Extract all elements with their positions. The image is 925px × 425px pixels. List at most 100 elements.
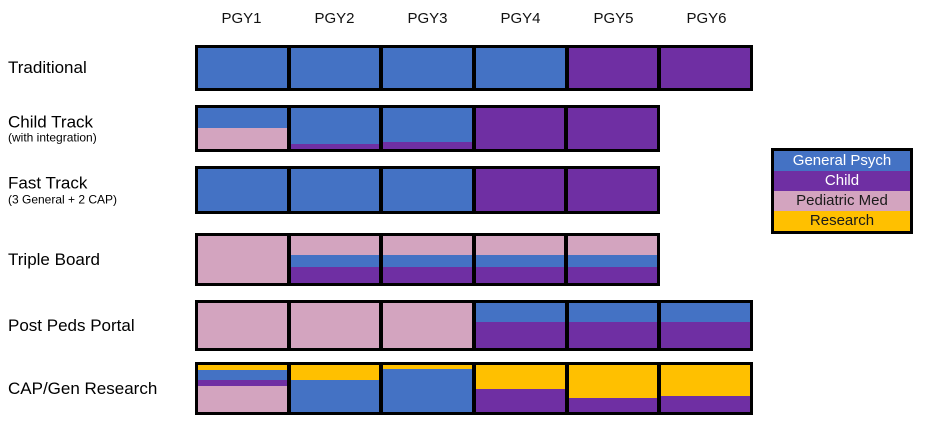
bar-stripe-child (383, 142, 472, 149)
bar-stripe-pediatric_med (568, 236, 657, 256)
bar-segment (198, 236, 287, 283)
bar-stripe-general_psych (290, 169, 380, 211)
track-bar (195, 166, 660, 214)
legend-item-research: Research (774, 211, 910, 231)
track-label: Traditional (8, 58, 87, 78)
track-bar (195, 105, 660, 152)
bar-stripe-child (568, 169, 657, 211)
bar-stripe-general_psych (383, 48, 473, 88)
legend-item-pediatric_med: Pediatric Med (774, 191, 910, 211)
column-header: PGY5 (593, 10, 634, 27)
track-label-box: Traditional (8, 58, 87, 78)
bar-stripe-child (475, 267, 565, 283)
bar-segment (476, 48, 565, 88)
bar-stripe-pediatric_med (475, 236, 565, 256)
bar-stripe-general_psych (198, 48, 287, 88)
bar-segment (290, 48, 380, 88)
track-label-box: CAP/Gen Research (8, 379, 157, 399)
track-label: Post Peds Portal (8, 315, 135, 335)
bar-stripe-child (568, 397, 658, 412)
bar-stripe-general_psych (198, 370, 287, 381)
bar-stripe-general_psych (198, 169, 287, 211)
bar-segment (475, 236, 565, 283)
bar-stripe-general_psych (475, 255, 565, 268)
bar-stripe-child (661, 48, 751, 88)
legend: General Psych Child Pediatric Med Research (771, 148, 913, 234)
bar-stripe-general_psych (290, 380, 380, 412)
bar-stripe-general_psych (383, 255, 472, 268)
bar-stripe-pediatric_med (383, 236, 472, 256)
bar-segment (198, 365, 287, 412)
track-label-box: Child Track (with integration) (8, 112, 97, 145)
track-label-box: Triple Board (8, 250, 100, 270)
bar-stripe-pediatric_med (383, 303, 473, 348)
bar-stripe-child (661, 322, 751, 348)
column-header: PGY3 (407, 10, 448, 27)
bar-stripe-child (568, 322, 658, 348)
bar-segment (476, 303, 565, 348)
track-sublabel: (with integration) (8, 130, 97, 145)
bar-stripe-research (198, 365, 287, 371)
bar-segment (568, 365, 658, 412)
bar-segment (383, 303, 473, 348)
bar-stripe-research (476, 365, 565, 390)
track-label: Fast Track (8, 173, 88, 193)
bar-stripe-general_psych (290, 48, 380, 88)
bar-segment (475, 169, 565, 211)
track-label-box: Fast Track (3 General + 2 CAP) (8, 173, 117, 206)
bar-segment (290, 169, 380, 211)
bar-stripe-pediatric_med (290, 303, 380, 348)
bar-segment (383, 108, 472, 149)
bar-stripe-child (476, 389, 565, 412)
bar-stripe-child (475, 169, 565, 211)
track-bar (195, 300, 753, 351)
track-label: CAP/Gen Research (8, 378, 158, 398)
bar-stripe-general_psych (290, 255, 380, 268)
bar-segment (568, 236, 657, 283)
bar-segment (198, 169, 287, 211)
bar-stripe-general_psych (476, 303, 565, 323)
bar-segment (290, 236, 380, 283)
bar-stripe-child (383, 267, 472, 283)
bar-stripe-general_psych (476, 48, 565, 88)
track-label-box: Post Peds Portal (8, 316, 135, 336)
legend-item-child: Child (774, 171, 910, 191)
bar-segment (198, 303, 287, 348)
bar-stripe-pediatric_med (198, 386, 287, 412)
bar-stripe-child (661, 396, 751, 412)
track-label: Child Track (8, 111, 94, 131)
bar-segment (383, 365, 473, 412)
bar-stripe-research (568, 365, 658, 398)
bar-segment (290, 108, 380, 149)
bar-stripe-child (568, 267, 657, 283)
column-header: PGY1 (221, 10, 262, 27)
bar-segment (290, 303, 380, 348)
bar-stripe-pediatric_med (198, 236, 287, 283)
bar-segment (383, 236, 472, 283)
bar-stripe-research (661, 365, 751, 397)
track-label: Triple Board (8, 249, 100, 269)
bar-segment (661, 303, 751, 348)
bar-segment (198, 48, 287, 88)
bar-stripe-general_psych (383, 369, 473, 412)
bar-segment (568, 169, 657, 211)
bar-segment (476, 365, 565, 412)
bar-segment (383, 169, 472, 211)
track-bar (195, 362, 753, 415)
bar-stripe-child (290, 267, 380, 283)
bar-stripe-child (568, 108, 657, 149)
bar-segment (568, 48, 658, 88)
bar-stripe-general_psych (383, 108, 472, 143)
column-header: PGY6 (686, 10, 727, 27)
track-sublabel: (3 General + 2 CAP) (8, 191, 118, 206)
bar-stripe-child (475, 108, 565, 149)
bar-stripe-child (476, 322, 565, 348)
column-header: PGY4 (500, 10, 541, 27)
bar-stripe-general_psych (290, 108, 380, 145)
legend-item-general_psych: General Psych (774, 151, 910, 171)
bar-stripe-pediatric_med (198, 127, 287, 149)
bar-segment (290, 365, 380, 412)
track-bar (195, 233, 660, 286)
bar-stripe-research (290, 365, 380, 381)
